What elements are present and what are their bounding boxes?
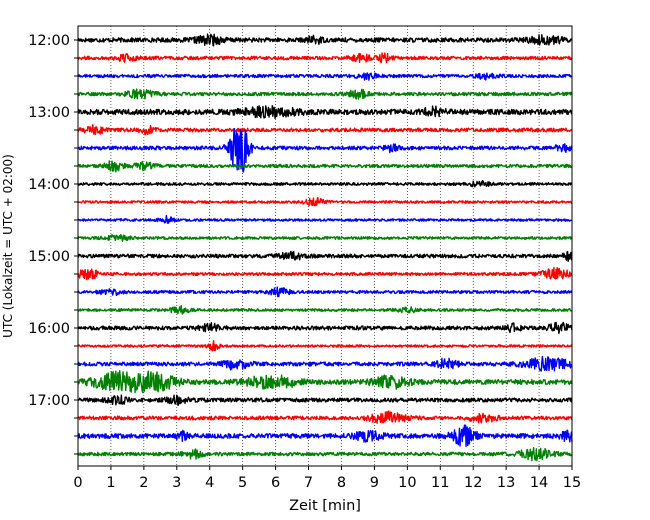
x-tick-label: 4 <box>205 475 214 491</box>
trace-1645 <box>77 369 573 394</box>
trace-1345 <box>77 160 573 173</box>
x-tick-label: 3 <box>172 475 181 491</box>
trace-1700 <box>77 394 573 406</box>
x-tick-label: 9 <box>370 475 379 491</box>
x-tick-label: 14 <box>530 475 548 491</box>
trace-1600 <box>77 321 573 334</box>
x-tick-label: 15 <box>563 475 581 491</box>
trace-1730 <box>77 424 573 448</box>
y-tick-label: 15:00 <box>28 249 70 265</box>
trace-layer <box>77 33 573 462</box>
trace-1515 <box>77 266 573 281</box>
trace-1545 <box>77 305 573 315</box>
trace-1430 <box>77 214 573 224</box>
vertical-grid <box>110 26 540 466</box>
trace-1200 <box>77 33 573 47</box>
y-tick-label: 14:00 <box>28 177 70 193</box>
trace-1315 <box>77 124 573 136</box>
trace-1530 <box>77 286 573 298</box>
trace-1230 <box>77 72 573 81</box>
trace-1400 <box>77 179 573 188</box>
y-tick-label: 13:00 <box>28 105 70 121</box>
x-tick-label: 1 <box>106 475 115 491</box>
x-tick-label: 13 <box>497 475 515 491</box>
trace-1500 <box>77 250 573 263</box>
trace-1745 <box>77 447 573 462</box>
trace-1415 <box>77 196 573 207</box>
x-tick-label: 0 <box>73 475 82 491</box>
y-tick-label: 17:00 <box>28 393 70 409</box>
x-tick-label: 5 <box>238 475 247 491</box>
x-axis-label: Zeit [min] <box>289 498 361 514</box>
y-axis-label: UTC (Lokalzeit = UTC + 02:00) <box>1 154 15 338</box>
trace-1445 <box>77 233 573 243</box>
trace-1715 <box>77 410 573 424</box>
y-tick-label: 16:00 <box>28 321 70 337</box>
y-tick-label: 12:00 <box>28 33 70 49</box>
trace-1630 <box>77 355 573 372</box>
trace-1330 <box>77 127 573 173</box>
trace-1245 <box>77 88 573 100</box>
trace-1215 <box>77 52 573 64</box>
x-tick-label: 10 <box>398 475 416 491</box>
x-tick-label: 6 <box>271 475 280 491</box>
axis-layer: 0 1 2 3 4 5 6 7 8 9 10 11 12 13 14 1512:0013:0014:0015:… <box>28 33 581 491</box>
x-tick-label: 11 <box>431 475 449 491</box>
x-tick-label: 12 <box>464 475 482 491</box>
trace-1615 <box>77 340 573 352</box>
x-tick-label: 7 <box>304 475 313 491</box>
x-tick-label: 8 <box>337 475 346 491</box>
x-tick-label: 2 <box>139 475 148 491</box>
plot-frame <box>77 25 573 467</box>
trace-1300 <box>77 105 573 120</box>
